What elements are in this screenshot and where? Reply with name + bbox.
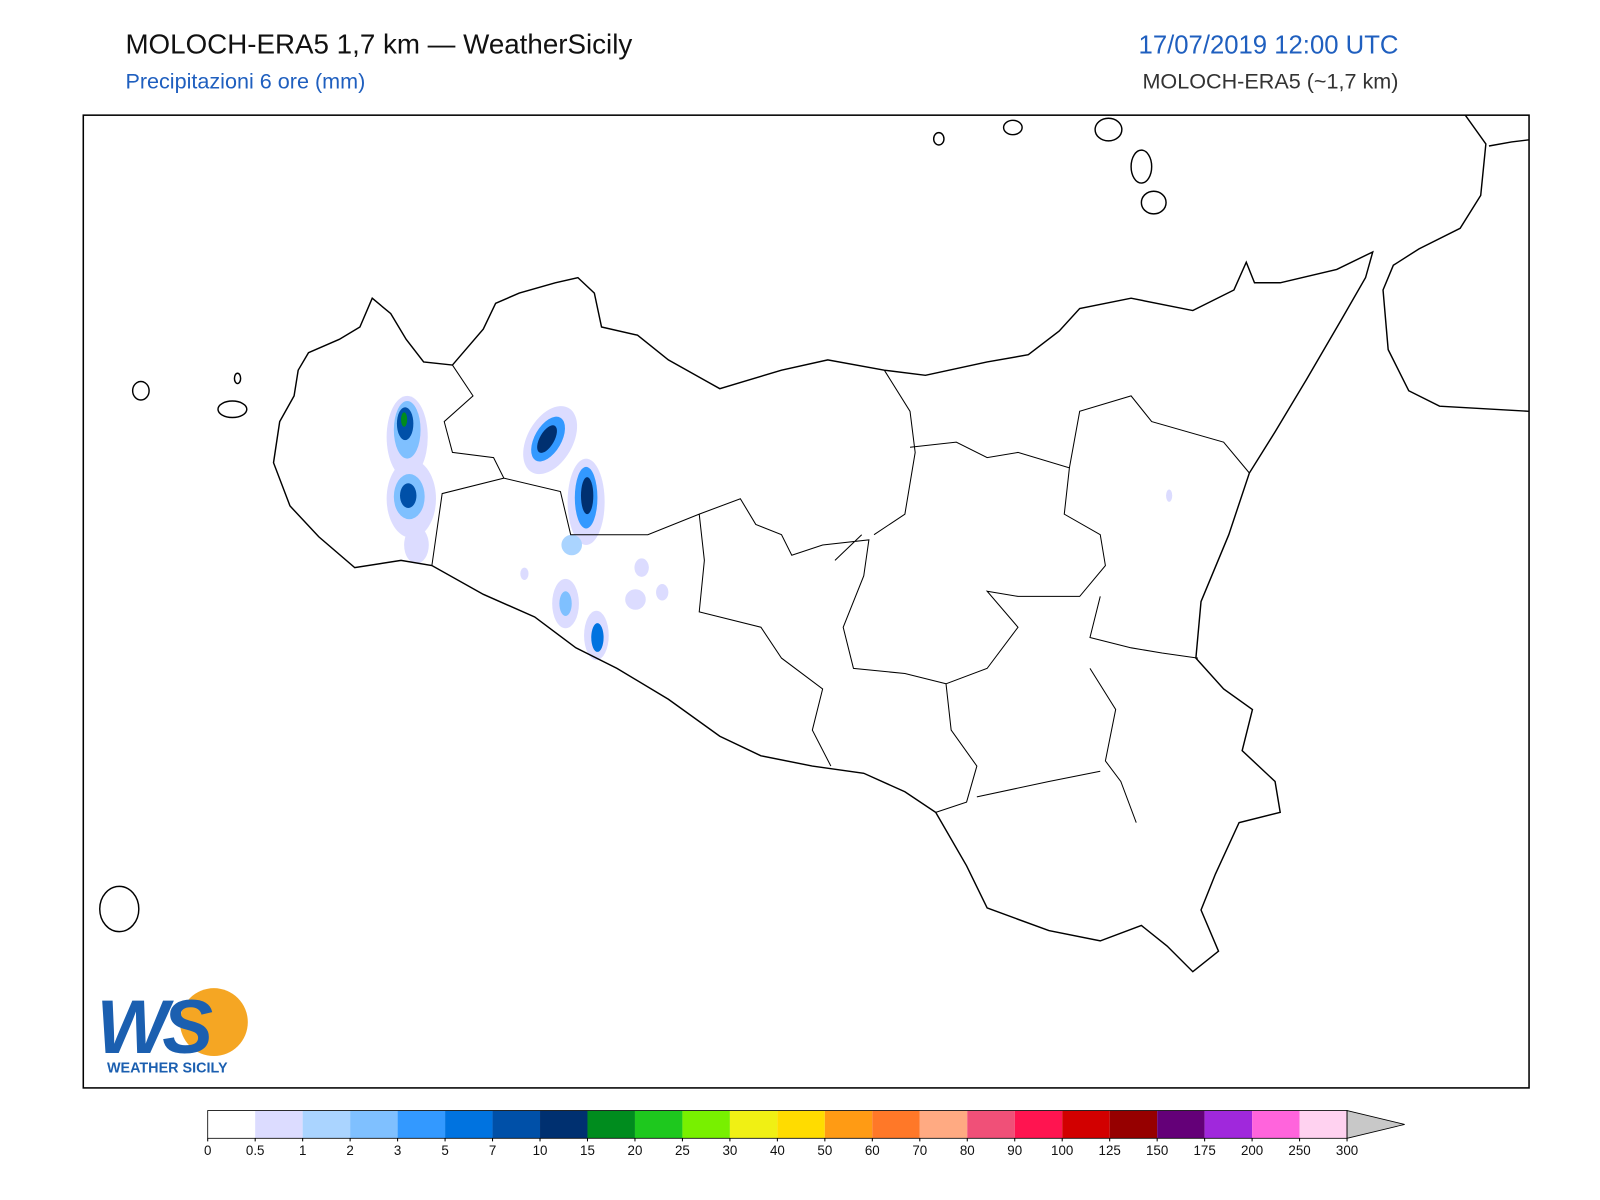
colorbar-extend [1346, 1110, 1405, 1139]
colorbar-tick-label: 125 [1099, 1143, 1121, 1158]
precipitation [386, 395, 1173, 661]
colorbar-tick-label: 0.5 [246, 1143, 265, 1158]
colorbar-tick-label: 3 [394, 1143, 401, 1158]
colorbar-box [540, 1110, 588, 1139]
colorbar-tick-label: 50 [817, 1143, 832, 1158]
map: WS WEATHER SICILY [82, 114, 1530, 1089]
colorbar-box [777, 1110, 825, 1139]
colorbar-box [634, 1110, 683, 1139]
title: MOLOCH-ERA5 1,7 km — WeatherSicily [125, 28, 632, 59]
colorbar-tick-label: 80 [960, 1143, 975, 1158]
colorbar-box [302, 1110, 351, 1139]
province-borders [431, 364, 1250, 823]
logo-letters: WS [97, 985, 213, 1070]
precip-area [537, 425, 557, 453]
colorbar-tick-label: 20 [628, 1143, 643, 1158]
colorbar-tick-label: 5 [441, 1143, 448, 1158]
colorbar-tick-label: 40 [770, 1143, 785, 1158]
colorbar-tick-label: 15 [580, 1143, 595, 1158]
colorbar-box [1157, 1110, 1205, 1139]
colorbar-box [682, 1110, 730, 1139]
colorbar-box [1014, 1110, 1063, 1139]
colorbar-tick-label: 30 [722, 1143, 737, 1158]
colorbar-tick-label: 100 [1051, 1143, 1073, 1158]
colorbar-box [872, 1110, 920, 1139]
colorbar-tick-label: 25 [675, 1143, 690, 1158]
colorbar-box [1062, 1110, 1110, 1139]
precip-area [656, 584, 669, 601]
colorbar-tick-label: 90 [1007, 1143, 1022, 1158]
colorbar-box [255, 1110, 303, 1139]
colorbar-tick-label: 200 [1241, 1143, 1263, 1158]
precip-area [1166, 489, 1173, 502]
precip-area [559, 591, 572, 616]
colorbar-box [1299, 1110, 1348, 1139]
logo-name: WEATHER SICILY [107, 1060, 228, 1076]
colorbar-box [729, 1110, 778, 1139]
colorbar-box [445, 1110, 493, 1139]
colorbar-box [1109, 1110, 1158, 1139]
colorbar: 0 0.5 1 2 3 5 7 10 15 20 25 30 40 50 60 70 80 90 100 125 150… [204, 1110, 1405, 1158]
colorbar-box [397, 1110, 446, 1139]
logo-sun [179, 988, 248, 1057]
precip-area [401, 412, 408, 427]
colorbar-box [587, 1110, 635, 1139]
colorbar-box [919, 1110, 968, 1139]
colorbar-box [1204, 1110, 1253, 1139]
colorbar-tick-label: 250 [1288, 1143, 1310, 1158]
precip-area [625, 589, 646, 610]
colorbar-tick-label: 7 [489, 1143, 496, 1158]
colorbar-box [492, 1110, 541, 1139]
colorbar-tick-label: 300 [1336, 1143, 1358, 1158]
model-label: MOLOCH-ERA5 (~1,7 km) [1142, 68, 1398, 93]
colorbar-tick-label: 2 [346, 1143, 353, 1158]
precip-area [561, 534, 583, 556]
colorbar-tick-label: 1 [299, 1143, 306, 1158]
colorbar-box [824, 1110, 873, 1139]
colorbar-tick-label: 150 [1146, 1143, 1168, 1158]
precip-area [580, 477, 594, 515]
colorbar-box [350, 1110, 398, 1139]
colorbar-box [967, 1110, 1015, 1139]
colorbar-tick-label: 70 [912, 1143, 927, 1158]
colorbar-box [207, 1110, 256, 1139]
datetime: 17/07/2019 12:00 UTC [1139, 31, 1399, 59]
precip-area [400, 483, 417, 508]
map-frame [82, 114, 1530, 1089]
precip-area [404, 526, 429, 564]
precip-area [591, 623, 604, 652]
colorbar-tick-label: 175 [1193, 1143, 1215, 1158]
colorbar-tick-label: 60 [865, 1143, 880, 1158]
colorbar-box [1252, 1110, 1300, 1139]
precip-area [634, 558, 649, 577]
colorbar-tick-label: 0 [204, 1143, 211, 1158]
logo: WS WEATHER SICILY [97, 985, 248, 1076]
precip-area [520, 567, 529, 580]
calabria-coast [1382, 114, 1530, 413]
islands [99, 117, 1167, 933]
subtitle: Precipitazioni 6 ore (mm) [125, 68, 365, 93]
colorbar-tick-label: 10 [533, 1143, 548, 1158]
